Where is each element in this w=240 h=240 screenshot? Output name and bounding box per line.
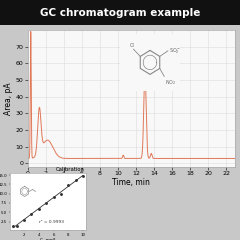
Point [81, 174, 85, 178]
Point [22, 218, 26, 222]
Point [44, 201, 48, 205]
Y-axis label: Area, pA: Area, pA [5, 82, 13, 115]
Point [74, 178, 78, 182]
Text: Cl: Cl [130, 43, 134, 48]
X-axis label: C, mg/L: C, mg/L [40, 238, 56, 240]
Text: GC chromatogram example: GC chromatogram example [40, 8, 200, 18]
Point [59, 192, 63, 196]
X-axis label: Time, min: Time, min [113, 178, 150, 187]
Point [30, 212, 33, 216]
Point [15, 224, 19, 228]
Point [52, 196, 55, 199]
Point [66, 183, 70, 187]
Text: r² = 0.9993: r² = 0.9993 [39, 221, 64, 224]
Text: Calibration: Calibration [56, 167, 85, 172]
Text: SO$_2^-$: SO$_2^-$ [169, 46, 182, 55]
Point [37, 208, 41, 211]
Point [11, 224, 15, 228]
Text: NO$_2$: NO$_2$ [165, 78, 176, 87]
